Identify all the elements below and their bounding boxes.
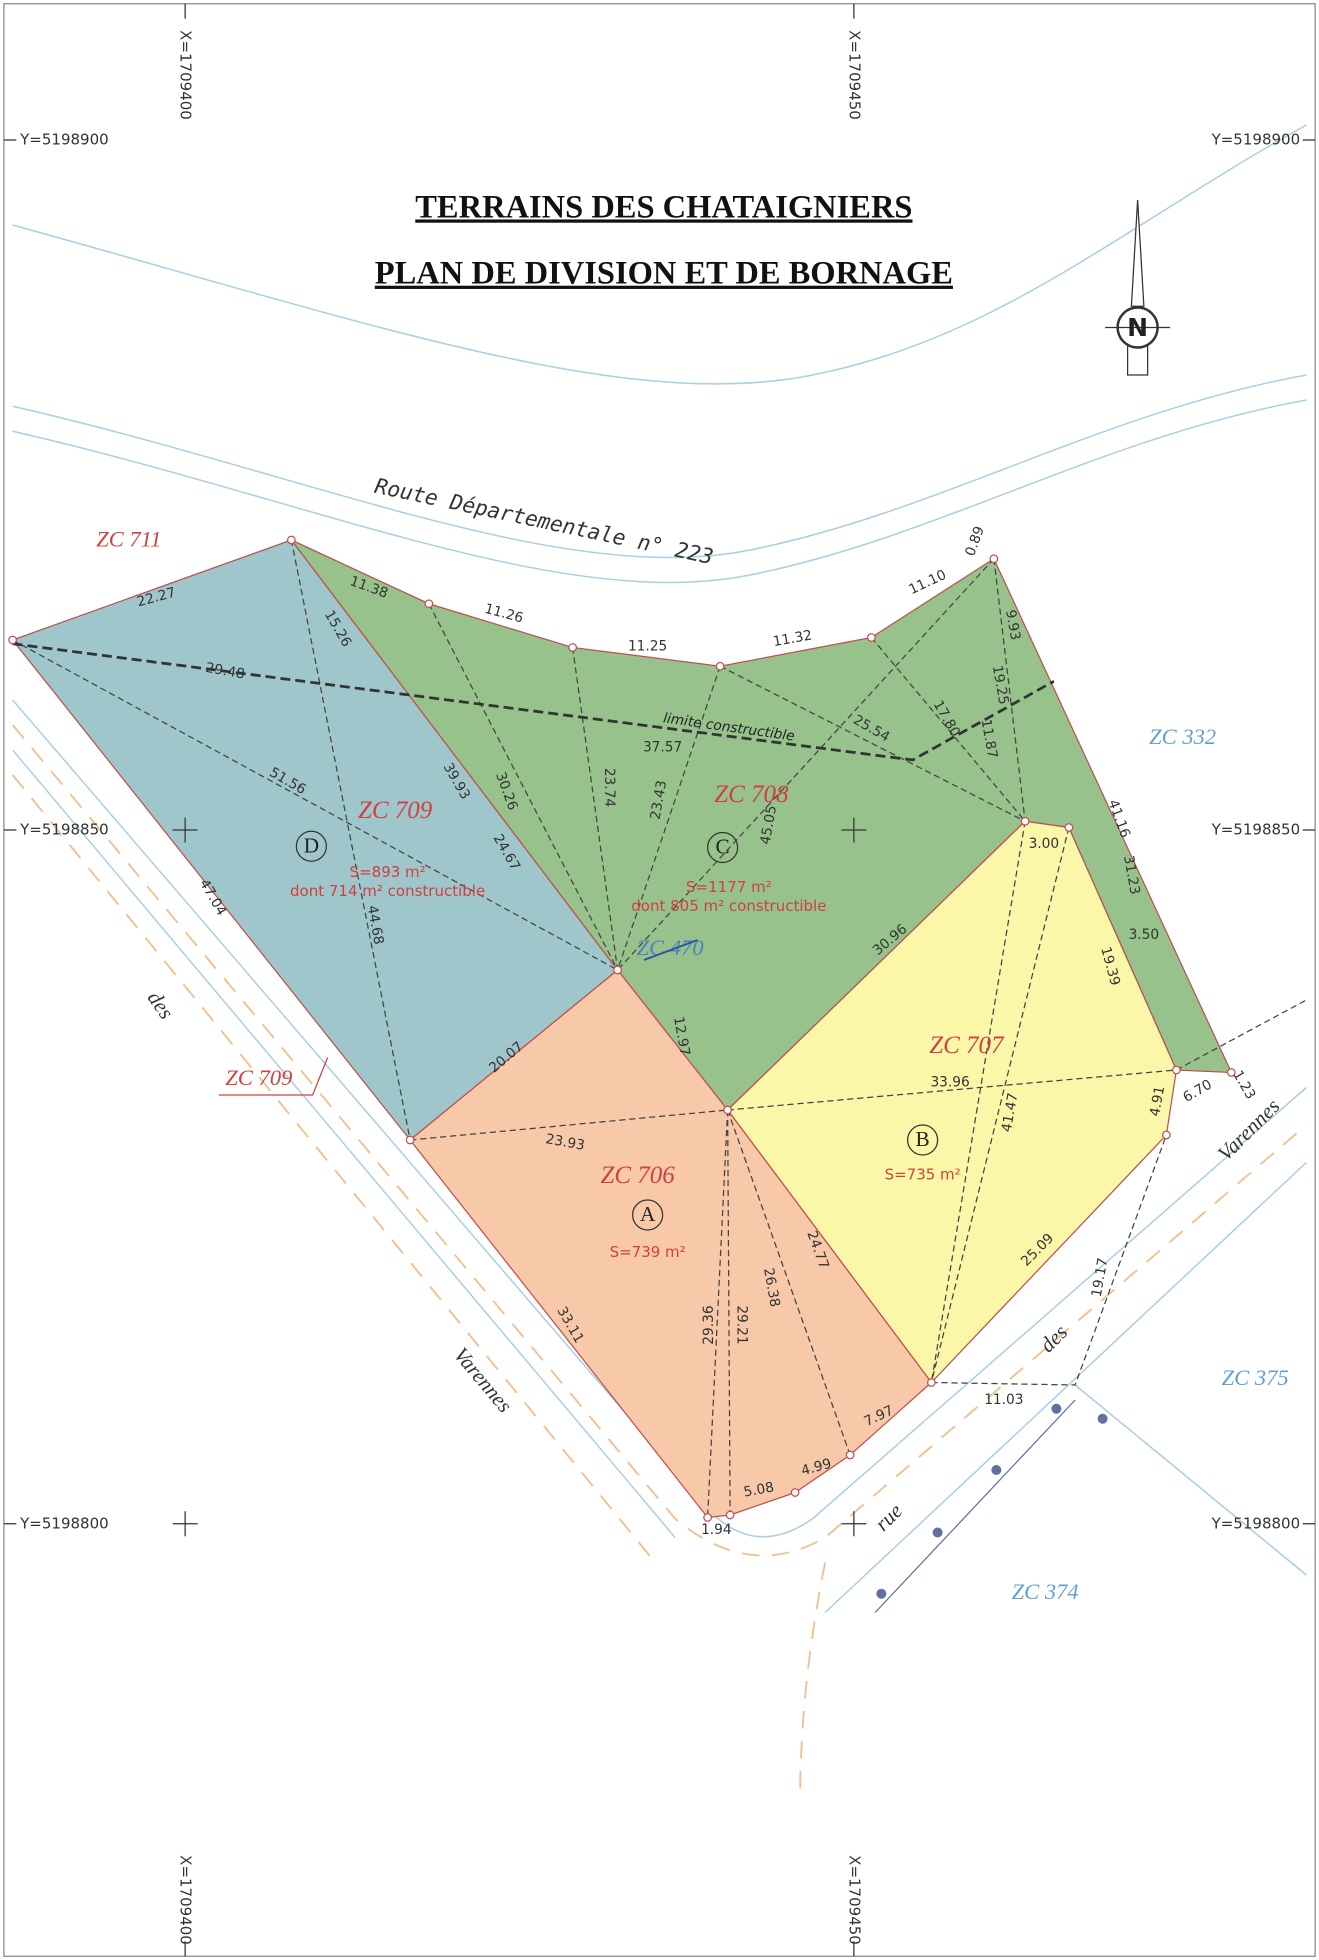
neighbor-parcel: ZC 332 xyxy=(1149,724,1216,749)
measurement: 1.94 xyxy=(701,1522,732,1538)
parcel-constructible: dont 805 m² constructible xyxy=(631,897,826,915)
parcel-id: ZC 706 xyxy=(600,1162,675,1189)
parcel-area: S=893 m² xyxy=(350,863,426,881)
y-coordinate: Y=5198850 xyxy=(1211,821,1301,839)
y-coordinate: Y=5198900 xyxy=(1211,131,1301,149)
parcel-area: S=739 m² xyxy=(610,1243,686,1261)
measurement: 29.21 xyxy=(733,1305,749,1344)
x-coordinate: X=1709450 xyxy=(845,30,863,120)
north-label: N xyxy=(1127,313,1148,342)
parcel-id: ZC 707 xyxy=(929,1032,1005,1059)
y-coordinate: Y=5198850 xyxy=(19,821,109,839)
measurement: 33.96 xyxy=(930,1075,969,1091)
x-coordinate: X=1709400 xyxy=(177,1855,195,1945)
parcel-constructible: dont 714 m² constructible xyxy=(290,882,485,900)
neighbor-parcel: ZC 470 xyxy=(637,935,704,960)
parcel-id: ZC 708 xyxy=(714,781,789,808)
neighbor-parcel: ZC 374 xyxy=(1012,1579,1079,1604)
measurement: 11.03 xyxy=(984,1392,1023,1408)
measurement: 11.25 xyxy=(628,638,667,654)
neighbor-parcel: ZC 709 xyxy=(225,1065,292,1090)
measurement: 3.00 xyxy=(1029,836,1060,852)
parcel-area: S=1177 m² xyxy=(686,878,772,896)
parcel-letter: D xyxy=(304,833,319,857)
parcel-id: ZC 709 xyxy=(358,797,433,824)
measurement: 29.36 xyxy=(701,1305,717,1344)
parcel-letter: B xyxy=(916,1127,930,1151)
x-coordinate: X=1709450 xyxy=(845,1855,863,1945)
parcel-letter: C xyxy=(716,835,730,859)
y-coordinate: Y=5198900 xyxy=(19,131,109,149)
parcel-area: S=735 m² xyxy=(885,1166,961,1184)
neighbor-parcel: ZC 375 xyxy=(1222,1365,1289,1390)
x-coordinate: X=1709400 xyxy=(177,30,195,120)
y-coordinate: Y=5198800 xyxy=(19,1514,109,1532)
title-line: PLAN DE DIVISION ET DE BORNAGE xyxy=(375,256,953,292)
title-line: TERRAINS DES CHATAIGNIERS xyxy=(415,189,912,225)
plan: N TERRAINS DES CHATAIGNIERS PLAN DE DIVIS… xyxy=(0,0,1319,1960)
measurement: 23.74 xyxy=(601,768,617,807)
parcel-letter: A xyxy=(640,1202,656,1226)
y-coordinate: Y=5198800 xyxy=(1211,1514,1301,1532)
measurement: 3.50 xyxy=(1129,927,1160,943)
neighbor-parcel: ZC 711 xyxy=(96,526,161,551)
measurement: 37.57 xyxy=(643,740,682,756)
